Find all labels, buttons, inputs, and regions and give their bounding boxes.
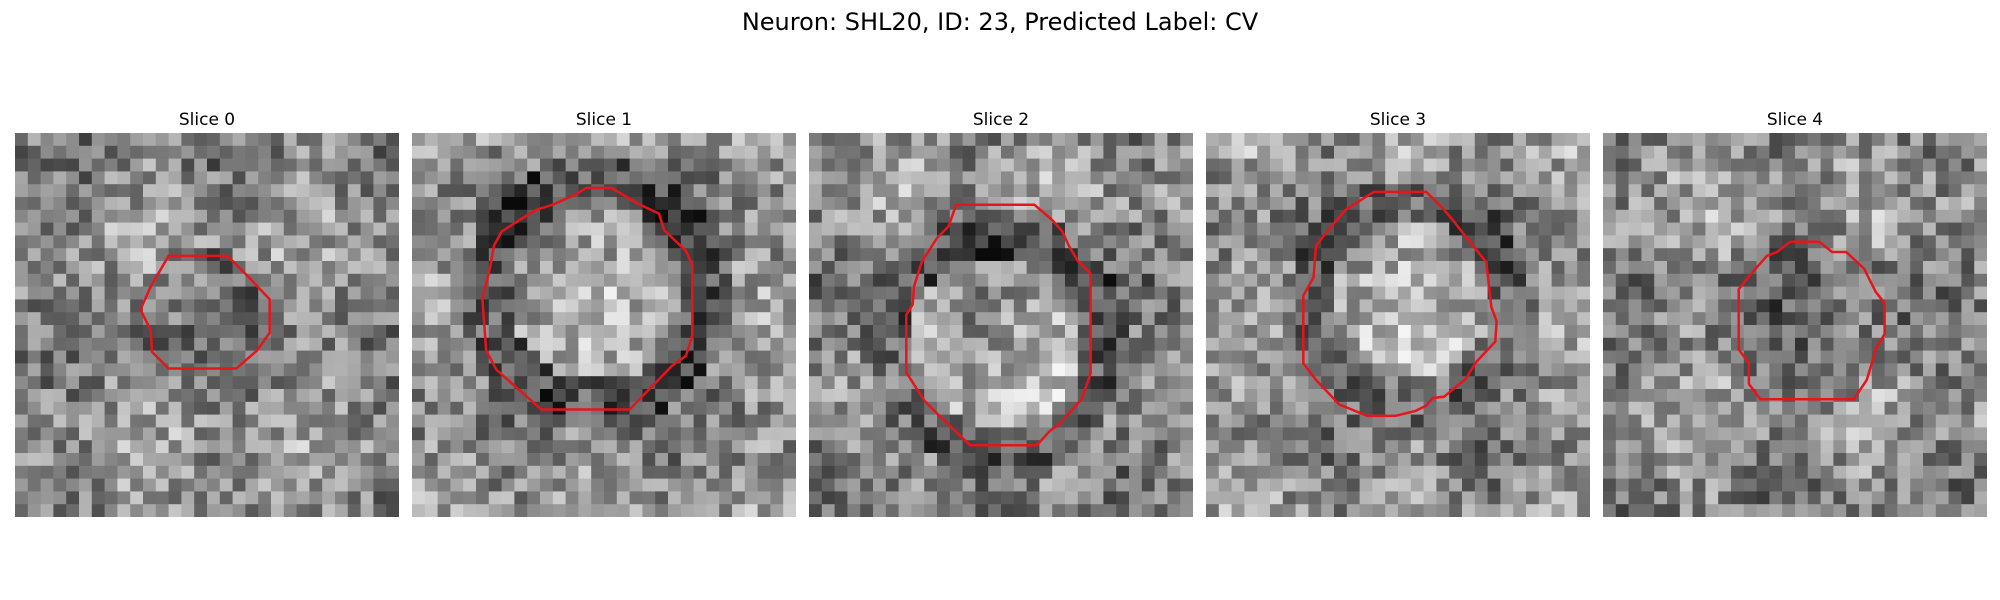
slice-panel-0: Slice 0 bbox=[15, 108, 399, 517]
slice-title-3: Slice 3 bbox=[1369, 110, 1427, 130]
slice-title-4: Slice 4 bbox=[1766, 110, 1824, 130]
roi-contour-3 bbox=[1302, 190, 1498, 418]
figure-title: Neuron: SHL20, ID: 23, Predicted Label: … bbox=[741, 8, 1259, 36]
slice-title-1: Slice 1 bbox=[575, 110, 633, 130]
slice-panel-4: Slice 4 bbox=[1603, 108, 1987, 517]
roi-contour-4 bbox=[1737, 240, 1886, 401]
slice-image-3 bbox=[1206, 133, 1590, 517]
slice-image-2 bbox=[809, 133, 1193, 517]
slice-image-0 bbox=[15, 133, 399, 517]
slice-image-1 bbox=[412, 133, 796, 517]
slice-panel-2: Slice 2 bbox=[809, 108, 1193, 517]
slice-panel-3: Slice 3 bbox=[1206, 108, 1590, 517]
roi-contour-1 bbox=[481, 186, 694, 411]
slice-title-2: Slice 2 bbox=[972, 110, 1030, 130]
roi-contour-2 bbox=[905, 203, 1092, 447]
roi-contour-0 bbox=[139, 254, 271, 370]
slice-title-0: Slice 0 bbox=[178, 110, 236, 130]
slice-panel-1: Slice 1 bbox=[412, 108, 796, 517]
slice-image-4 bbox=[1603, 133, 1987, 517]
